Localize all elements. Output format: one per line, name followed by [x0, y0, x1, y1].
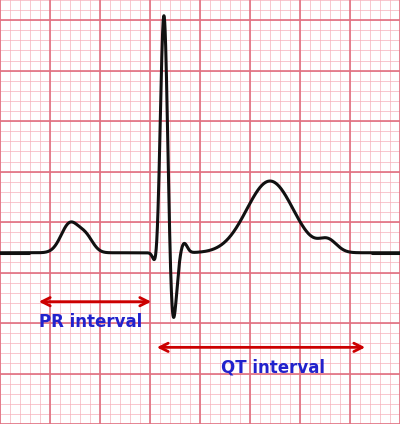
Text: QT interval: QT interval	[221, 359, 325, 377]
Text: PR interval: PR interval	[39, 313, 143, 331]
